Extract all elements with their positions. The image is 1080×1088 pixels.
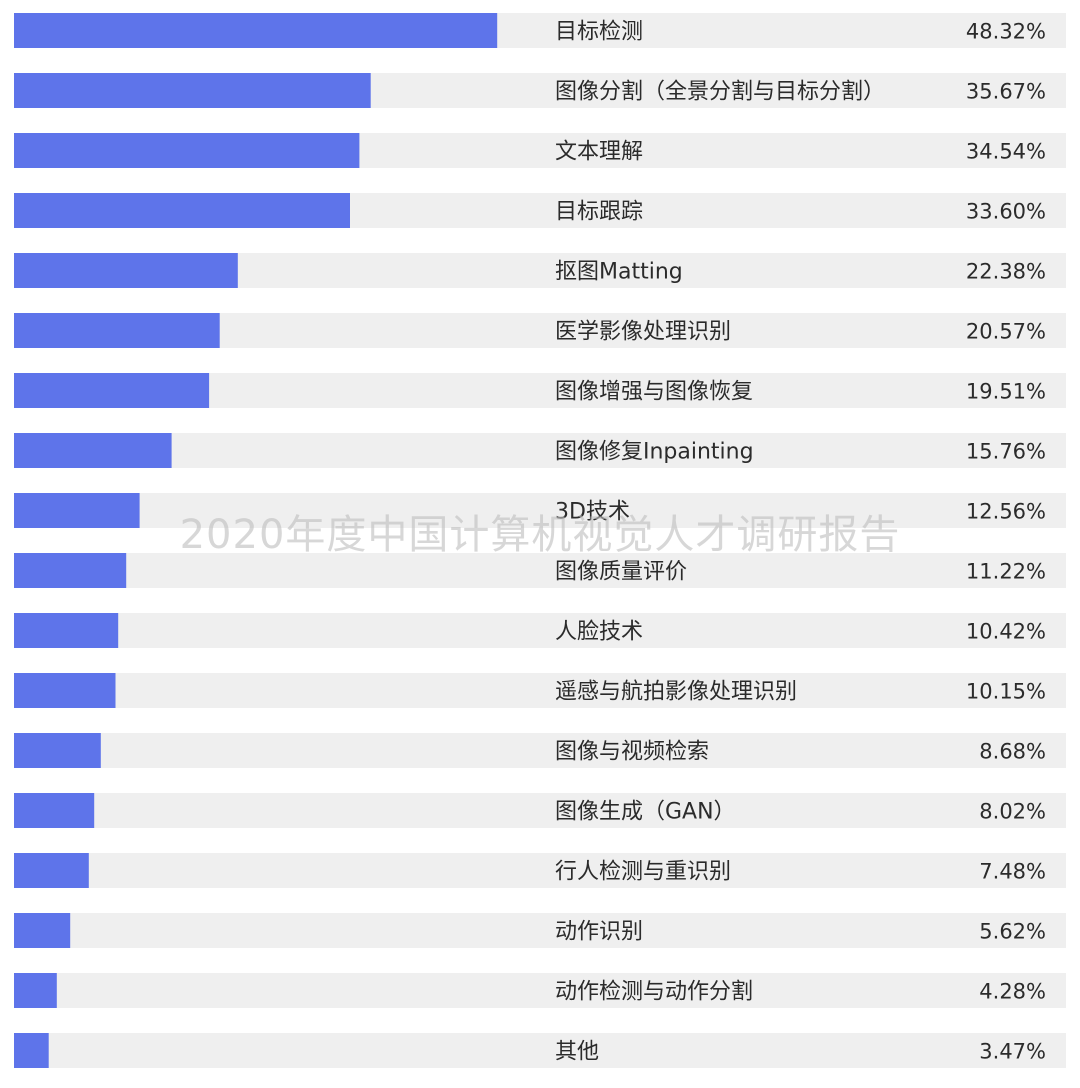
bar-row: 动作检测与动作分割 4.28%: [14, 973, 1066, 1008]
category-label: 遥感与航拍影像处理识别: [555, 680, 797, 705]
bar-row: 行人检测与重识别 7.48%: [14, 853, 1066, 888]
bar: [14, 313, 220, 348]
category-label: 图像增强与图像恢复: [555, 380, 753, 405]
bar-row: 图像分割（全景分割与目标分割） 35.67%: [14, 73, 1066, 108]
bar: [14, 553, 127, 588]
bar-row: 抠图Matting 22.38%: [14, 253, 1066, 288]
bar: [14, 673, 116, 708]
category-label: 图像与视频检索: [555, 740, 709, 765]
category-label: 动作检测与动作分割: [555, 980, 753, 1005]
bar-track: [14, 493, 1066, 528]
bar-row: 医学影像处理识别 20.57%: [14, 313, 1066, 348]
category-label: 3D技术: [555, 500, 630, 525]
category-label: 图像分割（全景分割与目标分割）: [555, 80, 885, 105]
category-label: 抠图Matting: [555, 260, 683, 285]
bar-row: 其他 3.47%: [14, 1033, 1066, 1068]
bar-row: 动作识别 5.62%: [14, 913, 1066, 948]
bar-track: [14, 433, 1066, 468]
value-label: 22.38%: [966, 260, 1046, 284]
bar-row: 3D技术 12.56%: [14, 493, 1066, 528]
bar: [14, 133, 360, 168]
value-label: 20.57%: [966, 320, 1046, 344]
bar-row: 人脸技术 10.42%: [14, 613, 1066, 648]
bar: [14, 973, 57, 1008]
value-label: 8.68%: [979, 740, 1046, 764]
bar: [14, 913, 71, 948]
bar: [14, 853, 89, 888]
value-label: 34.54%: [966, 140, 1046, 164]
category-label: 人脸技术: [555, 620, 643, 645]
bar-track: [14, 1033, 1066, 1068]
bar-row: 文本理解 34.54%: [14, 133, 1066, 168]
value-label: 4.28%: [979, 980, 1046, 1004]
bar: [14, 493, 140, 528]
bar-row: 图像生成（GAN） 8.02%: [14, 793, 1066, 828]
bar: [14, 13, 498, 48]
bar: [14, 793, 95, 828]
bar: [14, 613, 119, 648]
bar-row: 图像与视频检索 8.68%: [14, 733, 1066, 768]
bar-row: 图像修复Inpainting 15.76%: [14, 433, 1066, 468]
bar: [14, 73, 371, 108]
bar-track: [14, 733, 1066, 768]
value-label: 5.62%: [979, 920, 1046, 944]
value-label: 11.22%: [966, 560, 1046, 584]
value-label: 12.56%: [966, 500, 1046, 524]
value-label: 3.47%: [979, 1040, 1046, 1064]
bar-track: [14, 973, 1066, 1008]
value-label: 48.32%: [966, 20, 1046, 44]
bar-row: 目标跟踪 33.60%: [14, 193, 1066, 228]
value-label: 10.42%: [966, 620, 1046, 644]
bar: [14, 253, 238, 288]
bar: [14, 733, 101, 768]
bar-track: [14, 613, 1066, 648]
value-label: 7.48%: [979, 860, 1046, 884]
bar-row: 图像增强与图像恢复 19.51%: [14, 373, 1066, 408]
bar-row: 图像质量评价 11.22%: [14, 553, 1066, 588]
value-label: 35.67%: [966, 80, 1046, 104]
bar-track: [14, 673, 1066, 708]
category-label: 图像生成（GAN）: [555, 800, 736, 825]
category-label: 行人检测与重识别: [555, 860, 731, 885]
bar: [14, 433, 172, 468]
bar: [14, 373, 210, 408]
value-label: 8.02%: [979, 800, 1046, 824]
bar-row: 目标检测 48.32%: [14, 13, 1066, 48]
bar-track: [14, 793, 1066, 828]
category-label: 图像质量评价: [555, 560, 687, 585]
bar-track: [14, 853, 1066, 888]
bar: [14, 1033, 49, 1068]
bar: [14, 193, 350, 228]
value-label: 10.15%: [966, 680, 1046, 704]
value-label: 33.60%: [966, 200, 1046, 224]
category-label: 动作识别: [555, 920, 643, 945]
bar-track: [14, 553, 1066, 588]
category-label: 医学影像处理识别: [555, 320, 731, 345]
value-label: 15.76%: [966, 440, 1046, 464]
category-label: 目标跟踪: [555, 200, 643, 225]
category-label: 文本理解: [555, 140, 643, 165]
category-label: 目标检测: [555, 20, 643, 45]
category-label: 其他: [555, 1040, 599, 1065]
bar-track: [14, 913, 1066, 948]
category-label: 图像修复Inpainting: [555, 440, 754, 465]
bar-row: 遥感与航拍影像处理识别 10.15%: [14, 673, 1066, 708]
value-label: 19.51%: [966, 380, 1046, 404]
